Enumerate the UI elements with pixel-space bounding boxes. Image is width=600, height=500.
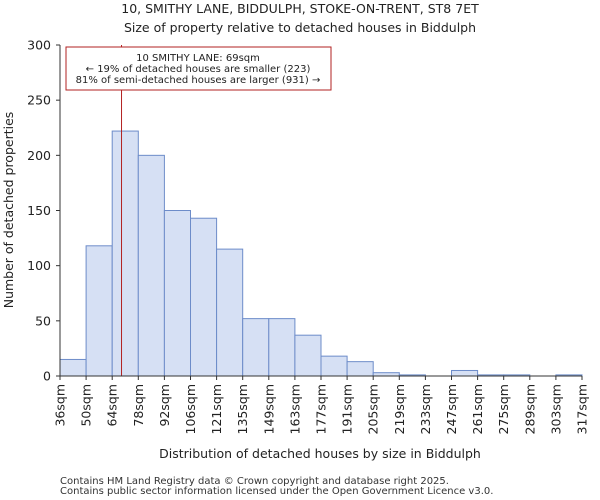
x-tick-label: 78sqm (131, 384, 146, 427)
y-tick-label: 0 (43, 369, 51, 384)
y-tick-label: 200 (27, 148, 51, 163)
footer-line-2: Contains public sector information licen… (60, 486, 493, 497)
x-tick-label: 303sqm (548, 384, 563, 434)
chart-subtitle: Size of property relative to detached ho… (124, 20, 476, 35)
annotation-line-2: ← 19% of detached houses are smaller (22… (86, 64, 311, 75)
footer-line-1: Contains HM Land Registry data © Crown c… (60, 476, 449, 487)
x-tick-label: 92sqm (157, 384, 172, 427)
x-tick-label: 205sqm (366, 384, 381, 434)
annotation-box: 10 SMITHY LANE: 69sqm ← 19% of detached … (65, 46, 332, 91)
y-tick-label: 100 (27, 258, 51, 273)
x-tick-label: 135sqm (235, 384, 250, 434)
x-axis-label: Distribution of detached houses by size … (159, 446, 481, 461)
bar-106sqm (190, 217, 218, 377)
x-tick-label: 289sqm (522, 384, 537, 434)
bar-163sqm (294, 334, 322, 377)
bar-149sqm (268, 318, 296, 377)
x-tick-label: 275sqm (496, 384, 511, 434)
x-tick-label: 219sqm (392, 384, 407, 434)
x-tick-label: 317sqm (575, 384, 590, 434)
x-tick-label: 106sqm (183, 384, 198, 434)
bar-50sqm (85, 245, 113, 377)
chart-title: 10, SMITHY LANE, BIDDULPH, STOKE-ON-TREN… (121, 1, 479, 16)
y-axis-label: Number of detached properties (1, 112, 16, 309)
bar-247sqm (451, 369, 479, 377)
bar-92sqm (163, 210, 191, 377)
annotation-border (65, 46, 332, 91)
x-ticks: 36sqm 50sqm 64sqm 78sqm 92sqm 106sqm 121sqm 135… (53, 376, 590, 434)
x-tick-label: 233sqm (418, 384, 433, 434)
y-tick-label: 150 (27, 203, 51, 218)
bar-177sqm (320, 355, 348, 377)
bar-36sqm (59, 358, 87, 377)
x-tick-label: 64sqm (105, 384, 120, 427)
bar-135sqm (242, 318, 270, 377)
x-tick-label: 191sqm (340, 384, 355, 434)
bar-191sqm (346, 361, 374, 377)
y-ticks: 0 50 100 150 200 250 300 (27, 38, 60, 384)
y-tick-label: 50 (35, 313, 51, 328)
x-tick-label: 261sqm (470, 384, 485, 434)
bar-64sqm (111, 130, 139, 377)
x-tick-label: 177sqm (314, 384, 329, 434)
x-tick-label: 121sqm (209, 384, 224, 434)
x-tick-label: 149sqm (261, 384, 276, 434)
bar-121sqm (216, 248, 244, 377)
x-tick-label: 36sqm (53, 384, 68, 427)
bar-78sqm (137, 154, 165, 377)
x-tick-label: 163sqm (287, 384, 302, 434)
bars-layer (59, 130, 583, 377)
x-tick-label: 247sqm (444, 384, 459, 434)
annotation-line-1: 10 SMITHY LANE: 69sqm (136, 53, 260, 64)
x-tick-label: 50sqm (79, 384, 94, 427)
y-tick-label: 300 (27, 38, 51, 53)
annotation-line-3: 81% of semi-detached houses are larger (… (76, 75, 321, 86)
y-tick-label: 250 (27, 93, 51, 108)
